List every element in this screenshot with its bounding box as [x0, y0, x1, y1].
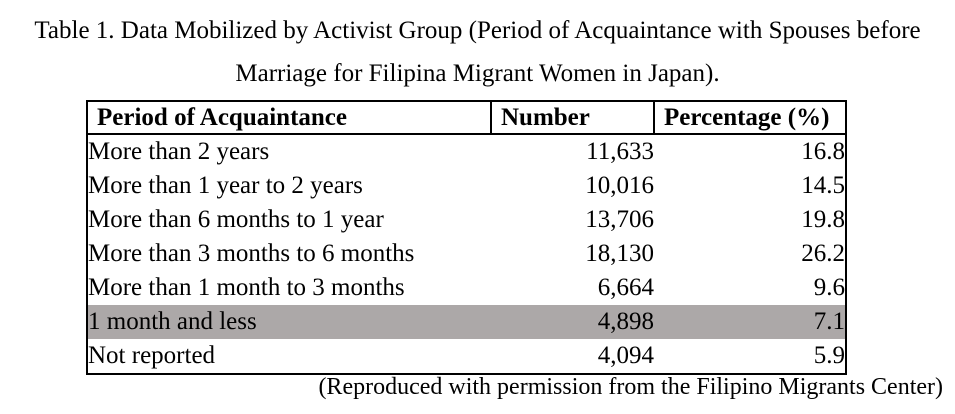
number-cell: 13,706 [585, 206, 654, 233]
table-row: 1 month and less 4,898 7.1 [87, 305, 846, 339]
table-row: More than 6 months to 1 year 13,706 19.8 [87, 203, 846, 237]
percentage-cell: 19.8 [801, 206, 845, 233]
table-title: Table 1. Data Mobilized by Activist Grou… [0, 9, 955, 95]
number-cell: 18,130 [585, 240, 654, 267]
column-header-number: Number [490, 101, 654, 135]
period-cell: 1 month and less [87, 305, 491, 339]
table-row: More than 2 years 11,633 16.8 [87, 134, 846, 169]
period-cell: More than 2 years [88, 138, 270, 165]
table-row: Not reported 4,094 5.9 [87, 339, 846, 374]
period-cell: More than 1 year to 2 years [88, 172, 363, 199]
table-title-line2: Marriage for Filipina Migrant Women in J… [235, 60, 720, 87]
percentage-cell: 16.8 [801, 138, 845, 165]
number-cell: 10,016 [585, 172, 654, 199]
table-title-line1: Table 1. Data Mobilized by Activist Grou… [34, 17, 921, 44]
table-row: More than 1 month to 3 months 6,664 9.6 [87, 271, 846, 305]
percentage-cell: 5.9 [813, 342, 845, 369]
period-cell: More than 3 months to 6 months [88, 240, 415, 267]
number-cell: 11,633 [586, 138, 654, 165]
table-row: More than 1 year to 2 years 10,016 14.5 [87, 169, 846, 203]
column-header-percentage: Percentage (%) [653, 101, 846, 135]
period-cell: Not reported [88, 342, 216, 369]
number-cell: 6,664 [597, 274, 654, 301]
period-cell: More than 1 month to 3 months [88, 274, 405, 301]
table-header-row: Period of Acquaintance Number Percentage… [87, 101, 846, 135]
number-cell: 4,898 [491, 305, 654, 339]
number-cell: 4,094 [597, 342, 654, 369]
percentage-cell: 26.2 [801, 240, 845, 267]
percentage-cell: 9.6 [813, 274, 845, 301]
percentage-cell: 7.1 [654, 305, 846, 339]
acquaintance-table: Period of Acquaintance Number Percentage… [86, 100, 847, 375]
period-cell: More than 6 months to 1 year [88, 206, 384, 233]
table-row: More than 3 months to 6 months 18,130 26.2 [87, 237, 846, 271]
column-header-period: Period of Acquaintance [87, 101, 491, 135]
source-caption: (Reproduced with permission from the Fil… [318, 374, 943, 400]
percentage-cell: 14.5 [801, 172, 845, 199]
